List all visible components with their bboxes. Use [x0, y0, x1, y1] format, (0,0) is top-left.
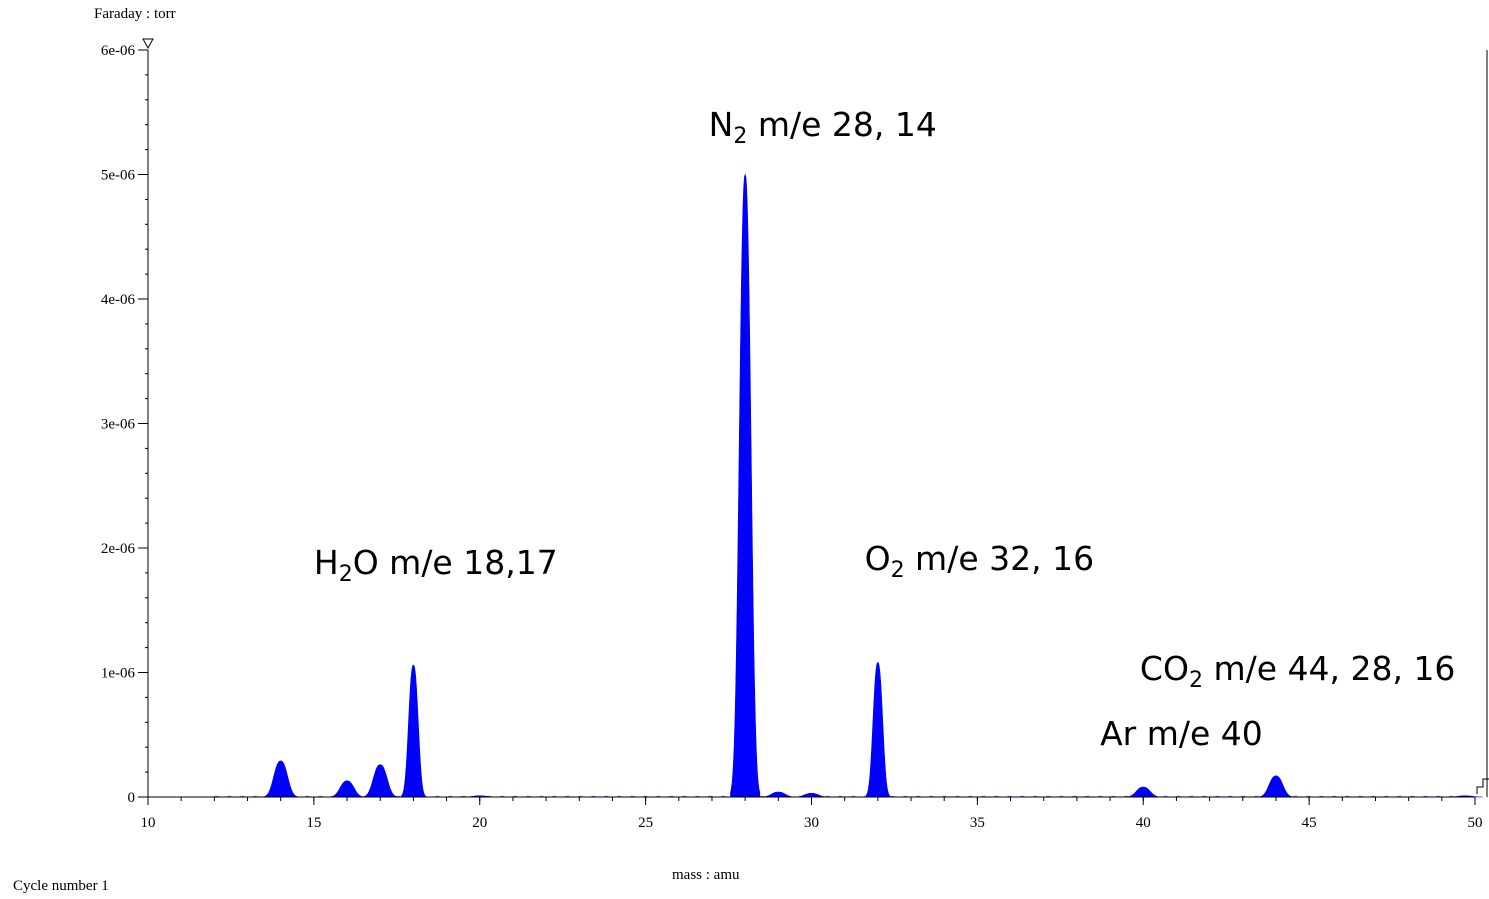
annotation-formula: H	[313, 542, 339, 582]
x-end-marker-icon	[1476, 778, 1489, 794]
peak-mass-44	[1258, 775, 1294, 798]
y-tick-label: 0	[128, 790, 136, 806]
x-tick-label: 10	[141, 815, 156, 831]
y-tick-label: 2e-06	[101, 541, 136, 557]
annotation-subscript: 2	[733, 123, 748, 149]
annotation-text: m/e 28, 14	[747, 104, 937, 144]
annotation-formula: O	[864, 539, 891, 579]
peak-mass-32	[865, 662, 891, 798]
annotation-formula: Ar m/e 40	[1100, 713, 1263, 753]
peak-mass-29	[760, 791, 796, 798]
peak-annotation: O2 m/e 32, 16	[864, 539, 1095, 582]
annotation-subscript: 2	[890, 558, 905, 584]
y-tick-label: 3e-06	[101, 417, 136, 433]
peak-mass-28	[730, 173, 761, 798]
y-max-marker-icon	[142, 38, 154, 50]
peak-mass-40	[1125, 786, 1161, 798]
peak-mass-18	[401, 664, 426, 798]
annotation-subscript: 2	[1188, 667, 1203, 693]
annotation-text: m/e 32, 16	[904, 539, 1095, 579]
y-tick-label: 6e-06	[101, 43, 136, 59]
peak-mass-16	[329, 780, 365, 798]
annotation-text: O m/e 18,17	[352, 542, 558, 582]
peak-annotation: CO2 m/e 44, 28, 16	[1139, 648, 1456, 692]
y-axis-title: Faraday : torr	[94, 6, 176, 22]
peak-mass-30	[793, 792, 830, 798]
x-tick-label: 35	[970, 815, 985, 831]
annotation-text: m/e 44, 28, 16	[1202, 648, 1456, 688]
x-axis-title: mass : amu	[672, 867, 740, 883]
peak-mass-17	[362, 764, 398, 798]
x-tick-label: 30	[804, 815, 819, 831]
x-tick-label: 15	[306, 815, 321, 831]
peak-annotation: N2 m/e 28, 14	[708, 104, 937, 148]
cycle-number-label: Cycle number 1	[13, 878, 109, 894]
annotation-formula: N	[708, 104, 734, 144]
x-tick-label: 40	[1136, 815, 1151, 831]
annotation-formula: CO	[1139, 648, 1189, 688]
peak-mass-14	[263, 760, 299, 798]
x-tick-label: 50	[1468, 815, 1483, 831]
peak-annotation: Ar m/e 40	[1100, 714, 1263, 753]
annotation-subscript: 2	[338, 561, 353, 587]
x-tick-label: 25	[638, 815, 653, 831]
y-tick-label: 1e-06	[101, 666, 136, 682]
peak-annotation: H2O m/e 18,17	[313, 542, 558, 586]
y-tick-label: 4e-06	[101, 292, 136, 308]
x-tick-label: 45	[1302, 815, 1317, 831]
x-tick-label: 20	[472, 815, 487, 831]
y-tick-label: 5e-06	[101, 168, 136, 184]
